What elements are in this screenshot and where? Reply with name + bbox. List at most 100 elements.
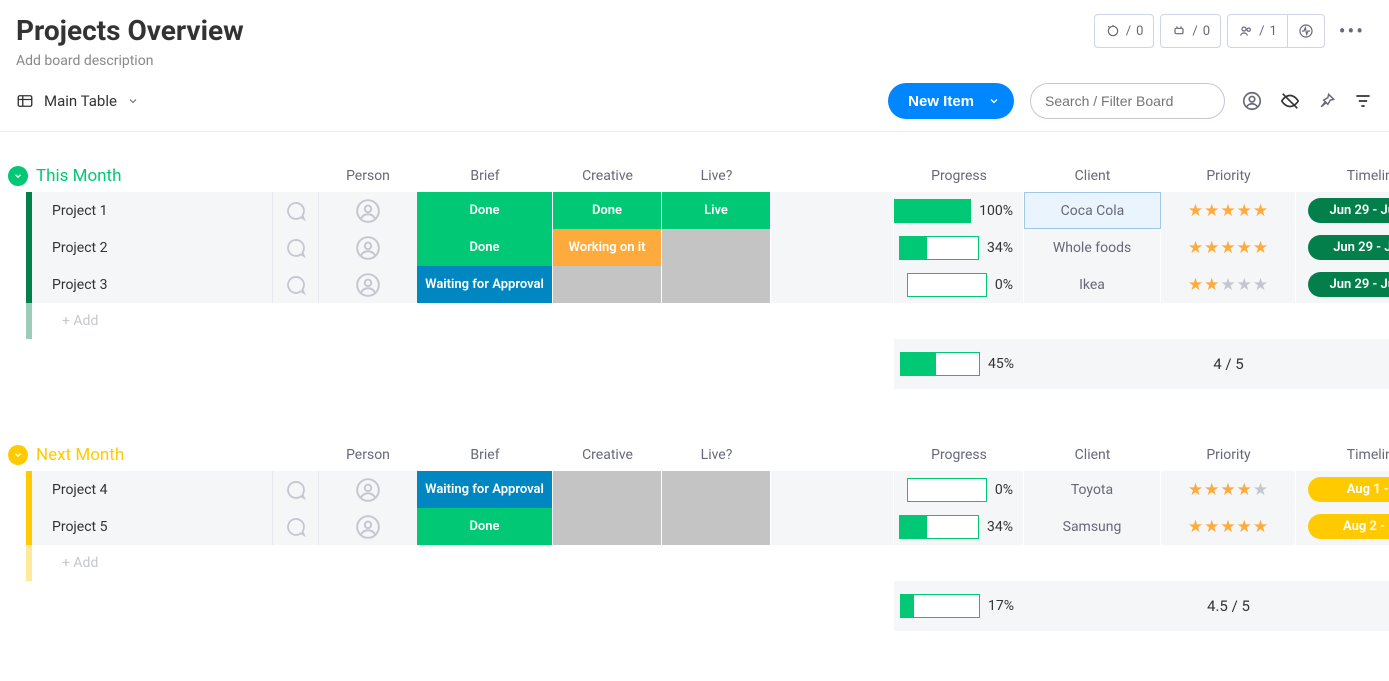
column-header-live[interactable]: Live? <box>662 447 771 463</box>
pin-icon[interactable] <box>1317 91 1337 111</box>
timeline-cell[interactable]: Jun 29 - Jul 29 <box>1296 266 1389 303</box>
new-item-button[interactable]: New Item <box>888 83 1014 119</box>
status-live[interactable] <box>662 471 771 508</box>
column-header-progress[interactable]: Progress <box>894 447 1024 463</box>
client-cell[interactable]: Whole foods <box>1024 229 1161 266</box>
status-creative[interactable]: Done <box>553 192 662 229</box>
column-header-creative[interactable]: Creative <box>553 447 662 463</box>
priority-stars[interactable]: ★★★★★ <box>1188 480 1268 500</box>
status-brief[interactable]: Waiting for Approval <box>417 471 553 508</box>
status-live[interactable]: Live <box>662 192 771 229</box>
item-name-cell[interactable]: Project 3 <box>32 266 273 303</box>
board-description-placeholder[interactable]: Add board description <box>16 53 244 69</box>
status-live[interactable] <box>662 508 771 545</box>
add-item-row[interactable]: + Add <box>8 303 1389 339</box>
priority-cell[interactable]: ★★★★★ <box>1161 229 1296 266</box>
chat-button[interactable] <box>273 266 319 303</box>
table-row[interactable]: Project 1DoneDoneLive100%Coca Cola★★★★★J… <box>8 192 1389 229</box>
progress-bar <box>907 478 987 502</box>
filter-icon[interactable] <box>1353 91 1373 111</box>
status-creative[interactable] <box>553 508 662 545</box>
status-brief[interactable]: Done <box>417 229 553 266</box>
view-bar-right: New Item <box>888 83 1373 119</box>
status-live[interactable] <box>662 229 771 266</box>
priority-cell[interactable]: ★★★★★ <box>1161 266 1296 303</box>
progress-cell[interactable]: 100% <box>894 192 1024 229</box>
status-live[interactable] <box>662 266 771 303</box>
progress-cell[interactable]: 34% <box>894 508 1024 545</box>
header-actions: / 0 / 0 / 1 ••• <box>1094 14 1373 48</box>
priority-stars[interactable]: ★★★★★ <box>1188 201 1268 221</box>
group-collapse-button[interactable] <box>8 166 28 186</box>
progress-cell[interactable]: 0% <box>894 266 1024 303</box>
status-brief[interactable]: Waiting for Approval <box>417 266 553 303</box>
status-creative[interactable]: Working on it <box>553 229 662 266</box>
timeline-cell[interactable]: Aug 2 - 14 <box>1296 508 1389 545</box>
person-cell[interactable] <box>319 192 417 229</box>
column-header-brief[interactable]: Brief <box>417 168 553 184</box>
column-header-live[interactable]: Live? <box>662 168 771 184</box>
chat-button[interactable] <box>273 192 319 229</box>
status-creative[interactable] <box>553 471 662 508</box>
item-name-cell[interactable]: Project 4 <box>32 471 273 508</box>
timeline-cell[interactable]: Aug 1 - 8 <box>1296 471 1389 508</box>
progress-cell[interactable]: 0% <box>894 471 1024 508</box>
automations-counter[interactable]: / 0 <box>1094 14 1155 48</box>
client-cell[interactable]: Coca Cola <box>1024 192 1161 229</box>
gap-cell <box>771 192 894 229</box>
priority-stars[interactable]: ★★★★★ <box>1188 517 1268 537</box>
item-name-cell[interactable]: Project 1 <box>32 192 273 229</box>
search-input[interactable] <box>1030 83 1225 119</box>
person-cell[interactable] <box>319 508 417 545</box>
column-header-client[interactable]: Client <box>1024 168 1161 184</box>
view-selector[interactable]: Main Table <box>16 92 139 110</box>
timeline-cell[interactable]: Jun 29 - Jul 16 <box>1296 192 1389 229</box>
item-name-cell[interactable]: Project 2 <box>32 229 273 266</box>
person-filter-icon[interactable] <box>1241 90 1263 112</box>
priority-cell[interactable]: ★★★★★ <box>1161 192 1296 229</box>
add-item-row[interactable]: + Add <box>8 545 1389 581</box>
column-header-progress[interactable]: Progress <box>894 168 1024 184</box>
column-header-timeline[interactable]: Timeline <box>1296 168 1389 184</box>
status-brief[interactable]: Done <box>417 508 553 545</box>
chat-button[interactable] <box>273 508 319 545</box>
client-cell[interactable]: Samsung <box>1024 508 1161 545</box>
table-row[interactable]: Project 5 Done 34%Samsung ★★★★★ Aug 2 - 14 <box>8 508 1389 545</box>
chat-button[interactable] <box>273 471 319 508</box>
integrations-counter[interactable]: / 0 <box>1160 14 1221 48</box>
viewers-activity[interactable]: / 1 <box>1227 14 1325 48</box>
progress-label: 34% <box>987 240 1013 256</box>
priority-cell[interactable]: ★★★★★ <box>1161 508 1296 545</box>
table-row[interactable]: Project 2 DoneWorking on it 34% Whole foods… <box>8 229 1389 266</box>
group-name[interactable]: This Month <box>36 166 121 186</box>
column-header-timeline[interactable]: Timeline <box>1296 447 1389 463</box>
column-header-priority[interactable]: Priority <box>1161 168 1296 184</box>
person-cell[interactable] <box>319 229 417 266</box>
chat-button[interactable] <box>273 229 319 266</box>
column-header-person[interactable]: Person <box>319 447 417 463</box>
table-row[interactable]: Project 3 Waiting for Approval 0%Ikea ★★★★★… <box>8 266 1389 303</box>
table-row[interactable]: Project 4 Waiting for Approval 0%Toyota ★★★… <box>8 471 1389 508</box>
column-header-client[interactable]: Client <box>1024 447 1161 463</box>
board-title[interactable]: Projects Overview <box>16 14 244 47</box>
progress-cell[interactable]: 34% <box>894 229 1024 266</box>
person-cell[interactable] <box>319 266 417 303</box>
status-brief[interactable]: Done <box>417 192 553 229</box>
client-cell[interactable]: Ikea <box>1024 266 1161 303</box>
priority-stars[interactable]: ★★★★★ <box>1188 238 1268 258</box>
board-menu-button[interactable]: ••• <box>1331 14 1373 48</box>
client-cell[interactable]: Toyota <box>1024 471 1161 508</box>
column-header-brief[interactable]: Brief <box>417 447 553 463</box>
column-header-creative[interactable]: Creative <box>553 168 662 184</box>
item-name-cell[interactable]: Project 5 <box>32 508 273 545</box>
group-collapse-button[interactable] <box>8 445 28 465</box>
priority-stars[interactable]: ★★★★★ <box>1188 275 1268 295</box>
priority-cell[interactable]: ★★★★★ <box>1161 471 1296 508</box>
column-header-priority[interactable]: Priority <box>1161 447 1296 463</box>
hide-columns-icon[interactable] <box>1279 90 1301 112</box>
group-name[interactable]: Next Month <box>36 445 124 465</box>
person-cell[interactable] <box>319 471 417 508</box>
status-creative[interactable] <box>553 266 662 303</box>
timeline-cell[interactable]: Jun 29 - Jul 8 <box>1296 229 1389 266</box>
column-header-person[interactable]: Person <box>319 168 417 184</box>
